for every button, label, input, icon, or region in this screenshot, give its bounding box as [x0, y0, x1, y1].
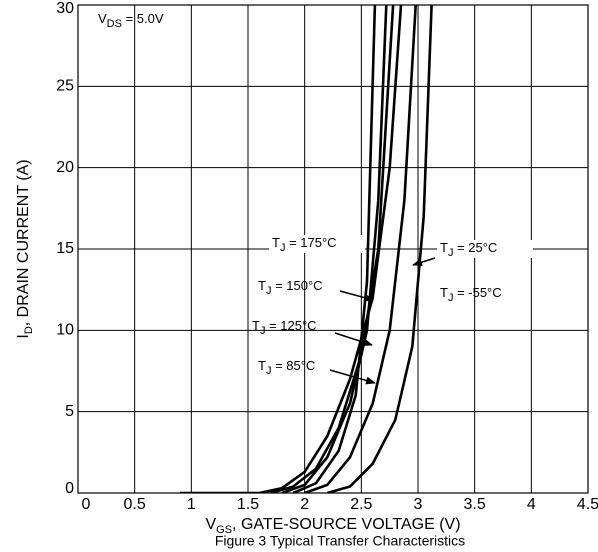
legend-label-rest: = 25°C [453, 240, 497, 255]
condition-main: V [98, 11, 107, 26]
x-tick-label: 2 [300, 496, 309, 513]
condition-rest: = 5.0V [122, 11, 164, 26]
x-label-main: V [205, 516, 216, 533]
x-tick-label: 3.5 [464, 496, 486, 513]
curves [180, 5, 433, 493]
condition-label: VDS = 5.0V [98, 11, 164, 29]
legend-label-main: T [440, 240, 448, 255]
legend-arrow [412, 257, 436, 267]
curve [292, 5, 377, 493]
legend-label: TJ = 125°C [252, 318, 317, 336]
legend-label-main: T [258, 358, 266, 373]
legend-label: TJ = 25°C [440, 240, 497, 258]
caption: Figure 3 Typical Transfer Characteristic… [215, 533, 465, 549]
x-tick-label: 2.5 [350, 496, 372, 513]
curve [326, 5, 433, 493]
legend-label-bg [437, 240, 533, 258]
legend-label-rest: = 125°C [265, 318, 316, 333]
y-tick-label: 25 [56, 78, 74, 95]
x-tick-label: 3 [414, 496, 423, 513]
curve [281, 5, 388, 493]
legend-label-sub: J [266, 365, 272, 377]
x-axis-label: VGS, GATE-SOURCE VOLTAGE (V) [205, 516, 460, 536]
legend-label: TJ = 85°C [258, 358, 315, 376]
legend-label-rest: = 150°C [271, 278, 322, 293]
x-label-rest: , GATE-SOURCE VOLTAGE (V) [232, 516, 460, 533]
legend-arrow [329, 369, 376, 385]
plot-frame [77, 4, 589, 494]
condition-sub: DS [107, 18, 122, 30]
legend-label-sub: J [448, 247, 454, 259]
legend-label-sub: J [280, 242, 286, 254]
y-label-sub: D [23, 326, 35, 334]
y-tick-label: 0 [65, 480, 74, 497]
y-tick-label: 30 [56, 0, 74, 17]
legend-label-bg [269, 235, 365, 253]
legend-label-main: T [440, 285, 448, 300]
legend-label-main: T [252, 318, 260, 333]
legend-arrow [334, 332, 373, 347]
x-tick-label: 0 [82, 496, 91, 513]
x-tick-label: 0.5 [124, 496, 146, 513]
legend-label: TJ = 175°C [272, 235, 337, 253]
y-tick-label: 5 [65, 403, 74, 420]
legend-label-main: T [272, 235, 280, 250]
x-tick-label: 1.5 [237, 496, 259, 513]
legend-label: TJ = 150°C [258, 278, 323, 296]
y-tick-label: 10 [56, 322, 74, 339]
y-label-main: I [15, 334, 32, 338]
legend-label-sub: J [448, 292, 454, 304]
x-tick-label: 4 [527, 496, 536, 513]
legend-label-sub: J [266, 285, 272, 297]
legend-label-sub: J [260, 325, 266, 337]
curve [180, 5, 403, 493]
y-label-rest: , DRAIN CURRENT (A) [15, 159, 32, 326]
x-tick-label: 4.5 [577, 496, 598, 513]
legend-label-rest: = -55°C [453, 285, 501, 300]
y-tick-label: 20 [56, 159, 74, 176]
x-tick-label: 1 [187, 496, 196, 513]
legend-label: TJ = -55°C [440, 285, 502, 303]
x-label-sub: GS [216, 524, 232, 536]
legend-label-main: T [258, 278, 266, 293]
legend-arrow [339, 290, 374, 302]
legend-label-rest: = 85°C [271, 358, 315, 373]
y-axis-label: ID, DRAIN CURRENT (A) [15, 159, 35, 338]
legend-label-rest: = 175°C [285, 235, 336, 250]
curve [304, 5, 417, 493]
y-tick-label: 15 [56, 240, 74, 257]
